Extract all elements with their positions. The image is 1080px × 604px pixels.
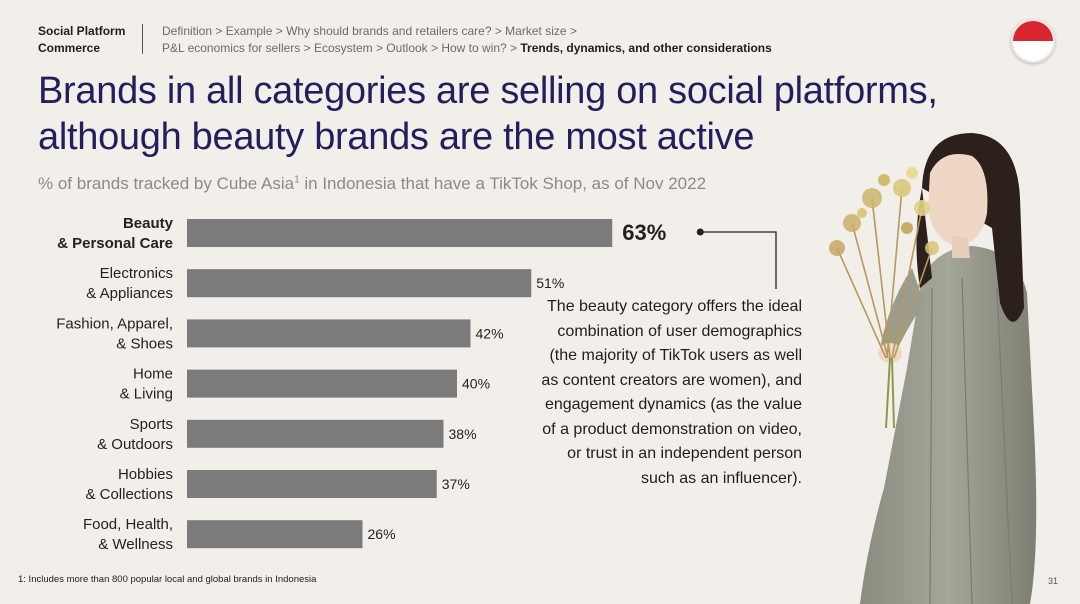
breadcrumb-line-2: P&L economics for sellers > Ecosystem > …	[162, 40, 862, 57]
category-label: Hobbies	[118, 466, 173, 483]
breadcrumb-trail: P&L economics for sellers > Ecosystem > …	[162, 41, 521, 55]
face-shape	[928, 154, 988, 258]
flower-bouquet	[829, 167, 939, 429]
header-divider	[142, 24, 143, 54]
callout-line	[700, 231, 777, 289]
category-label: & Appliances	[86, 285, 173, 302]
page-title: Brands in all categories are selling on …	[38, 70, 938, 158]
subtitle-text-end: in Indonesia that have a TikTok Shop, as…	[299, 174, 707, 193]
bar	[187, 369, 457, 398]
category-label: & Personal Care	[57, 235, 173, 252]
category-label: & Collections	[85, 486, 173, 503]
breadcrumb: Definition > Example > Why should brands…	[162, 23, 862, 57]
dress-shape	[860, 246, 1037, 604]
indonesia-flag-icon	[1011, 19, 1055, 63]
category-label: Fashion, Apparel,	[56, 315, 173, 332]
section-title: Social Platform Commerce	[38, 24, 126, 55]
category-label: & Outdoors	[97, 436, 173, 453]
value-label: 38%	[449, 426, 477, 442]
breadcrumb-current: Trends, dynamics, and other consideratio…	[520, 41, 772, 55]
chart-annotation: The beauty category offers the ideal com…	[541, 298, 802, 487]
category-label: & Shoes	[116, 335, 173, 352]
woman-with-flowers-photo	[829, 133, 1037, 604]
value-label: 37%	[442, 476, 470, 492]
flag-red-band	[1013, 21, 1053, 41]
category-label: Electronics	[100, 265, 173, 282]
category-label: Beauty	[123, 215, 174, 232]
bar	[187, 219, 613, 247]
value-label: 42%	[476, 325, 504, 341]
page-number: 31	[1047, 576, 1058, 586]
breadcrumb-line-1: Definition > Example > Why should brands…	[162, 24, 577, 38]
category-label: Food, Health,	[83, 516, 173, 533]
bar-chart: Beauty & Personal Care 63% Electronics & App…	[56, 215, 777, 553]
bar	[187, 520, 363, 549]
bar	[187, 319, 471, 348]
chart-subtitle: % of brands tracked by Cube Asia1 in Ind…	[38, 173, 798, 195]
value-label: 26%	[368, 526, 396, 542]
footnote-ref: 1	[294, 174, 300, 186]
value-label: 51%	[536, 275, 564, 291]
value-label: 40%	[462, 376, 490, 392]
value-label: 63%	[622, 220, 666, 245]
category-label: & Living	[120, 386, 173, 403]
category-label: Sports	[130, 416, 173, 433]
subtitle-text: % of brands tracked by Cube Asia	[38, 174, 295, 193]
category-label: & Wellness	[98, 536, 173, 553]
bar	[187, 470, 437, 498]
category-label: Home	[133, 366, 173, 383]
bar	[187, 419, 444, 448]
footnote: 1: Includes more than 800 popular local …	[18, 574, 317, 585]
flag-white-band	[1013, 41, 1053, 61]
bar	[187, 269, 532, 298]
